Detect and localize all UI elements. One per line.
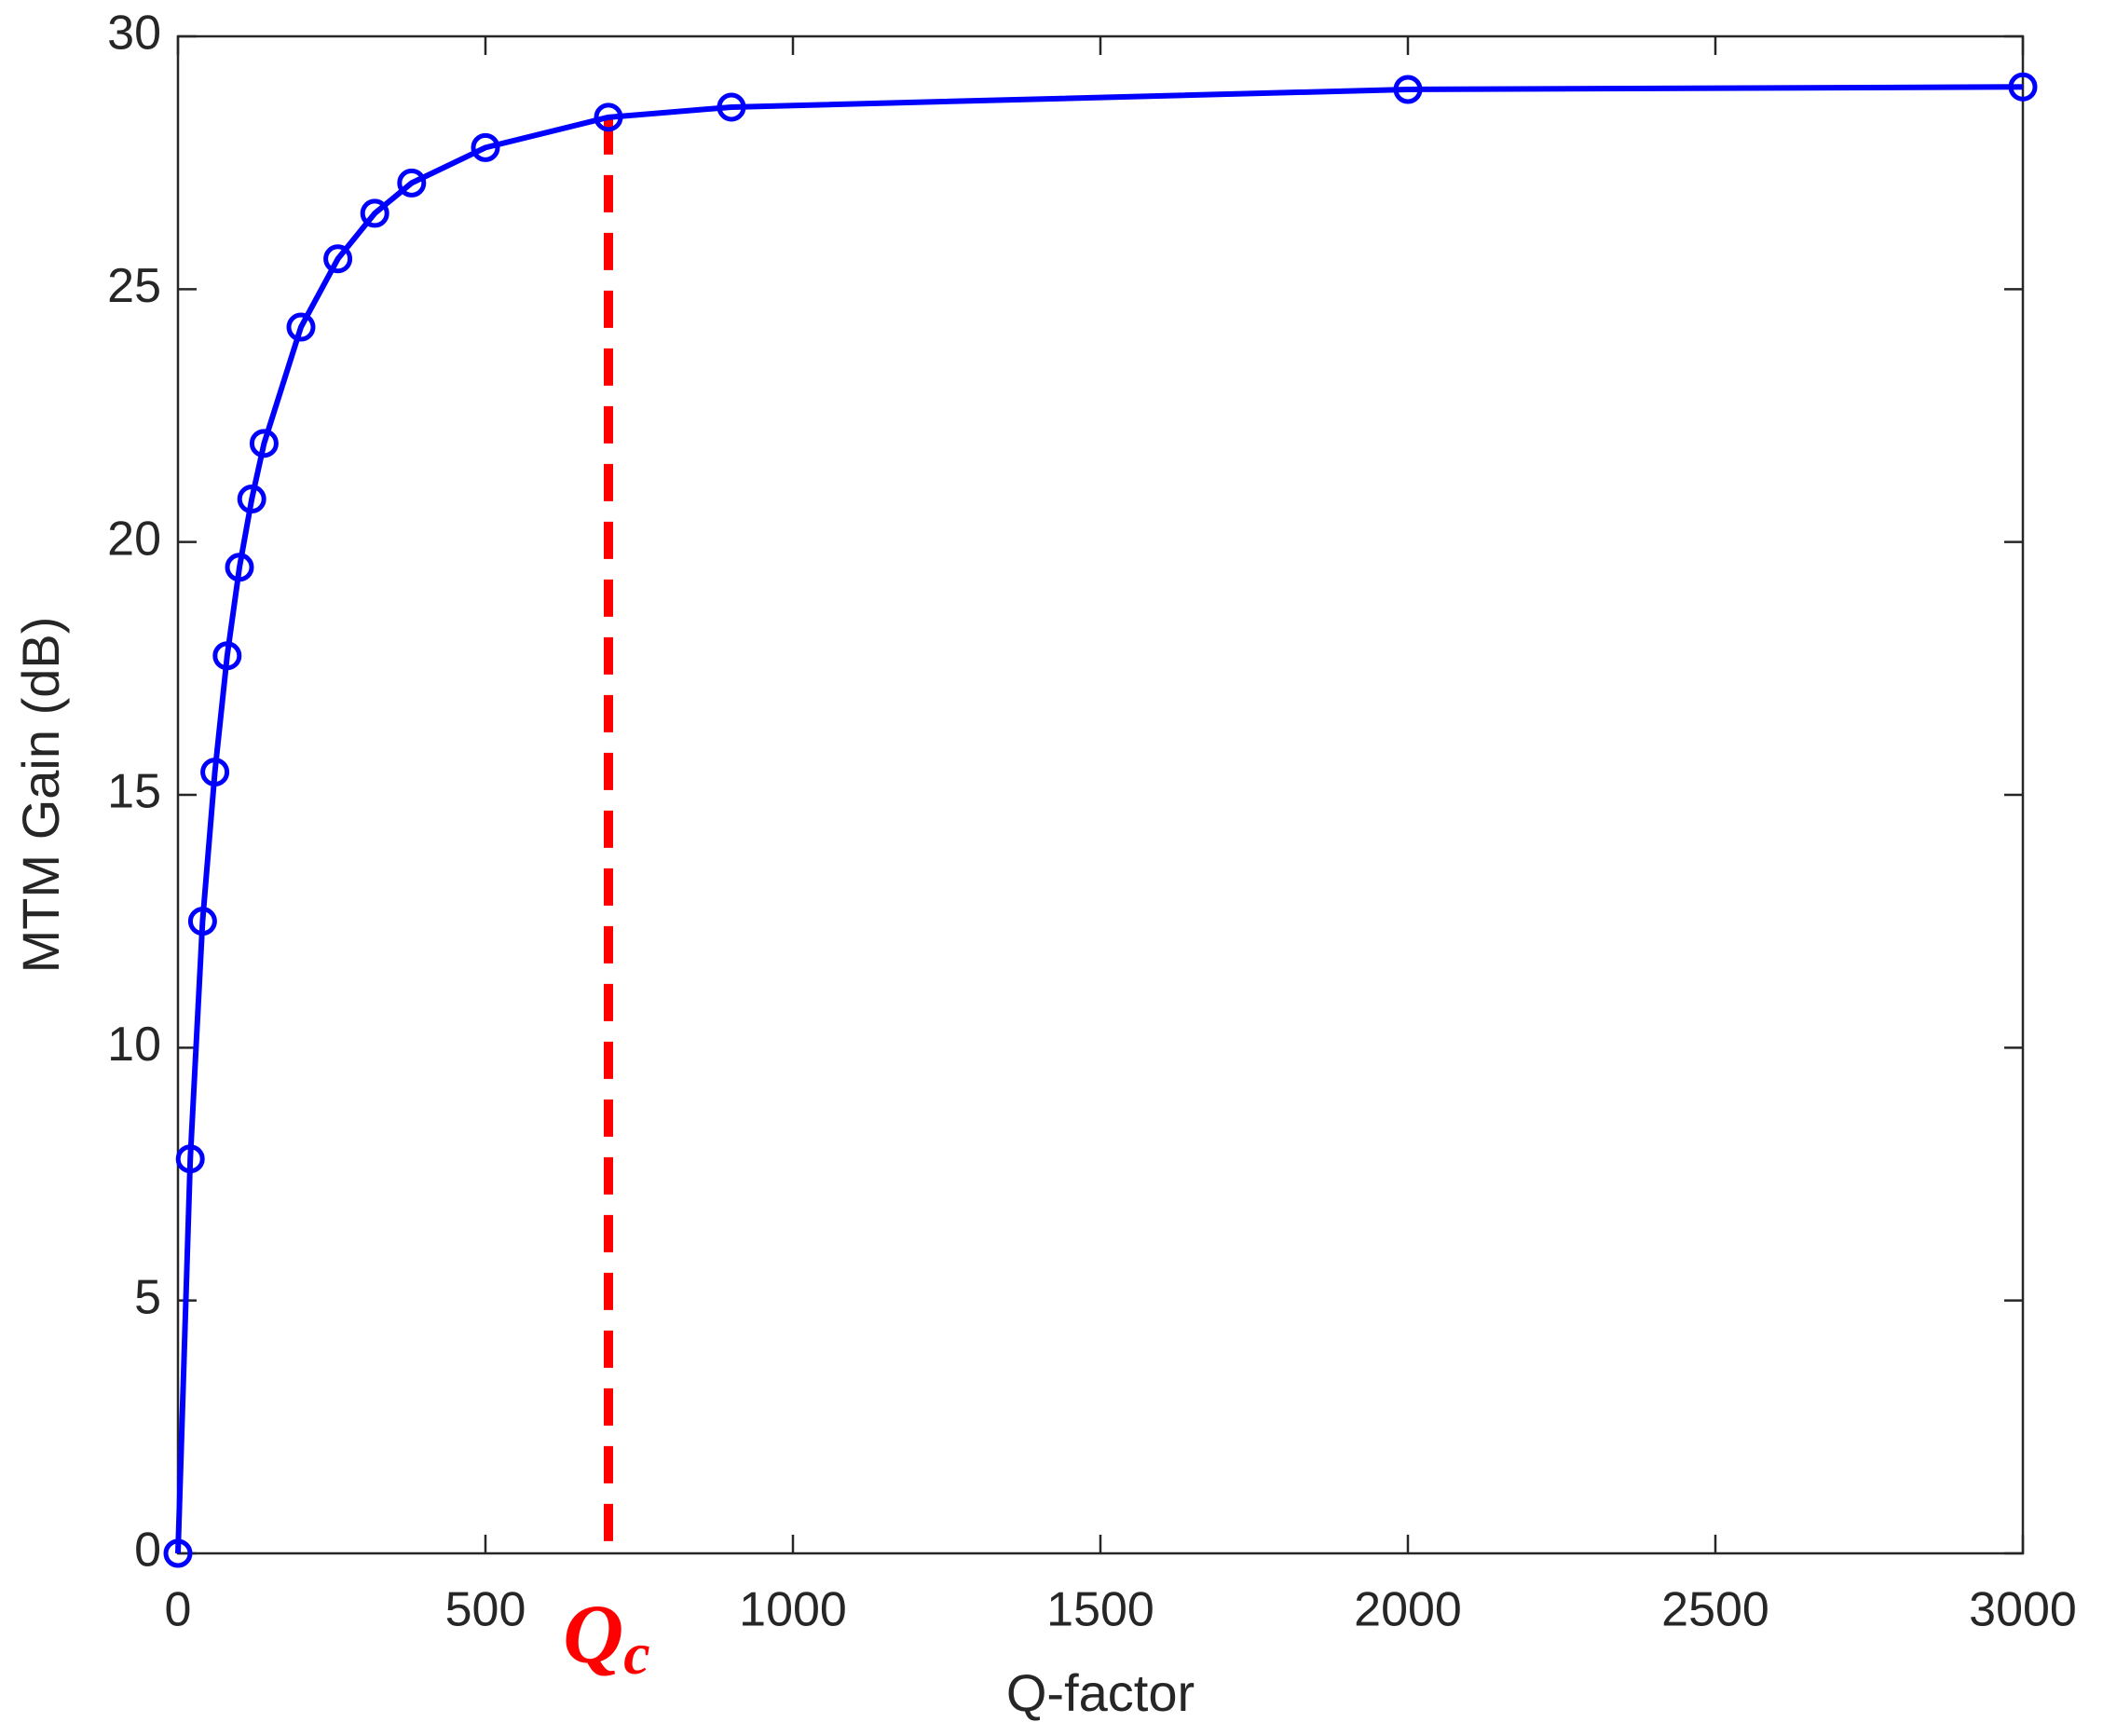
x-tick-label: 1500 <box>1046 1583 1154 1637</box>
data-point <box>717 92 746 122</box>
annotation-subscript: c <box>623 1620 649 1687</box>
x-tick-label: 1000 <box>739 1583 847 1637</box>
x-axis-label: Q-factor <box>1006 1663 1195 1722</box>
y-tick-label: 0 <box>134 1524 161 1578</box>
x-tick-label: 2000 <box>1354 1583 1462 1637</box>
data-point <box>286 312 316 342</box>
data-point <box>175 1144 205 1174</box>
data-point <box>2008 72 2038 102</box>
x-tick-label: 3000 <box>1969 1583 2077 1637</box>
data-point <box>187 907 217 936</box>
y-axis-label: MTM Gain (dB) <box>11 617 70 974</box>
annotation-label: Qc <box>563 1589 649 1687</box>
x-tick-label: 2500 <box>1661 1583 1769 1637</box>
data-line <box>175 84 2024 1554</box>
y-tick-label: 30 <box>107 7 161 61</box>
y-tick-label: 5 <box>134 1270 161 1324</box>
y-tick-label: 25 <box>107 259 161 313</box>
y-tick-label: 15 <box>107 765 161 819</box>
data-point <box>249 429 279 458</box>
y-tick-label: 10 <box>107 1018 161 1072</box>
data-point <box>360 198 389 228</box>
data-point <box>237 485 266 514</box>
data-point <box>471 132 500 162</box>
x-tick-label: 500 <box>445 1583 526 1637</box>
y-tick-label: 20 <box>107 512 161 566</box>
data-point <box>323 244 353 274</box>
annotation-text: Q <box>563 1589 623 1681</box>
data-point <box>594 103 623 132</box>
data-point <box>212 641 242 671</box>
plot-frame <box>176 34 2025 1555</box>
data-point <box>163 1538 193 1568</box>
data-point <box>1393 75 1423 104</box>
data-point <box>200 758 230 787</box>
x-tick-label: 0 <box>165 1583 192 1637</box>
data-point <box>225 553 254 582</box>
data-point <box>397 168 427 198</box>
